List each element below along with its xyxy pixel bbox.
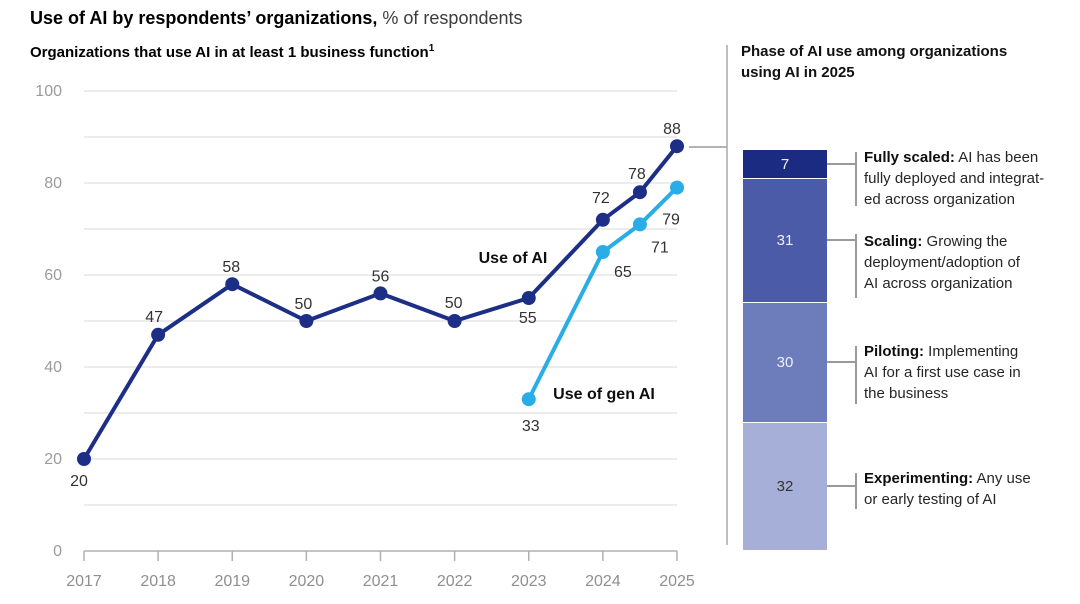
data-point-label: 88 (663, 121, 681, 138)
x-axis-tick-label: 2017 (66, 573, 102, 590)
page-title-bold: Use of AI by respondents’ organizations, (30, 8, 378, 28)
callout-bracket-line (855, 234, 857, 298)
series-line (526, 186, 679, 401)
callout-connector-line (827, 361, 855, 363)
data-point (632, 217, 647, 232)
x-axis-tick-label: 2020 (289, 573, 325, 590)
data-point (299, 314, 314, 328)
data-point (151, 327, 166, 342)
data-point-label: 72 (592, 190, 610, 207)
page-title: Use of AI by respondents’ organizations,… (30, 8, 523, 29)
callout-label: Scaling: (864, 233, 923, 250)
data-point-label: 79 (662, 212, 680, 229)
x-axis-tick-label: 2018 (140, 573, 176, 590)
data-point (521, 291, 536, 305)
data-point (632, 185, 647, 200)
callout-label: Fully scaled: (864, 149, 955, 166)
data-point-label: 71 (651, 239, 669, 256)
y-axis-tick-label: 80 (44, 175, 62, 192)
data-point (670, 180, 684, 195)
y-axis-tick-label: 0 (53, 543, 62, 560)
footnote-marker: 1 (428, 43, 435, 54)
data-point-label: 78 (628, 166, 646, 183)
x-axis-tick-label: 2022 (437, 573, 473, 590)
callout-bracket-line (855, 346, 857, 404)
segment-value: 30 (776, 354, 794, 371)
stacked-bar: 7 31 30 32 (743, 150, 827, 550)
x-axis-tick-label: 2021 (363, 573, 399, 590)
data-point-label: 56 (372, 268, 390, 285)
bar-segment: 31 (743, 178, 827, 302)
bar-segment: 30 (743, 302, 827, 422)
segment-value: 31 (776, 232, 794, 249)
bar-segment: 7 (743, 150, 827, 178)
data-point-label: 55 (519, 310, 537, 327)
data-point-label: 50 (445, 295, 463, 312)
x-axis-tick-label: 2019 (214, 573, 250, 590)
callout-text: Piloting: Implementing AI for a first use… (864, 343, 1021, 402)
data-point-label: 65 (614, 264, 632, 281)
x-axis-tick-label: 2025 (659, 573, 695, 590)
segment-value: 32 (776, 478, 794, 495)
callout-bracket-line (855, 473, 857, 509)
x-axis-tick-label: 2023 (511, 573, 547, 590)
left-chart-subtitle-text: Organizations that use AI in at least 1 … (30, 44, 429, 61)
callout-bracket-line (855, 152, 857, 206)
data-point-label: 20 (70, 473, 88, 490)
data-point (373, 286, 388, 301)
data-point-label: 33 (522, 418, 540, 435)
data-point-label: 47 (145, 309, 163, 326)
left-chart-subtitle: Organizations that use AI in at least 1 … (30, 43, 434, 61)
y-axis-tick-label: 20 (44, 451, 62, 468)
data-point (447, 314, 462, 328)
bar-segment: 32 (743, 422, 827, 550)
callout-label: Experimenting: (864, 470, 974, 487)
series-label: Use of AI (479, 250, 548, 267)
data-point (521, 392, 536, 407)
data-point (77, 452, 91, 466)
page-title-units: % of respondents (382, 8, 523, 28)
callout-connector-line (827, 239, 855, 241)
data-point (595, 212, 610, 227)
y-axis-tick-label: 60 (44, 267, 62, 284)
callout-text: Experimenting: Any use or early testing o… (864, 470, 1031, 508)
segment-value: 7 (780, 155, 790, 173)
series-line (82, 144, 679, 461)
callout-text: Scaling: Growing the deployment/adoption … (864, 233, 1020, 292)
callout-connector-line (827, 485, 855, 487)
callout-connector-line (827, 163, 855, 165)
y-axis-tick-label: 100 (35, 83, 62, 100)
callout-label: Piloting: (864, 343, 924, 360)
data-point (670, 139, 684, 154)
data-point (225, 277, 240, 292)
data-point-label: 58 (222, 259, 240, 276)
x-axis-tick-label: 2024 (585, 573, 621, 590)
right-panel-heading: Phase of AI use among organizations usin… (741, 43, 1008, 81)
series-label: Use of gen AI (553, 386, 655, 403)
data-point-label: 50 (294, 296, 312, 313)
data-point (595, 245, 610, 259)
callout-text: Fully scaled: AI has been fully deployed … (864, 149, 1045, 208)
y-axis-tick-label: 40 (44, 359, 62, 376)
